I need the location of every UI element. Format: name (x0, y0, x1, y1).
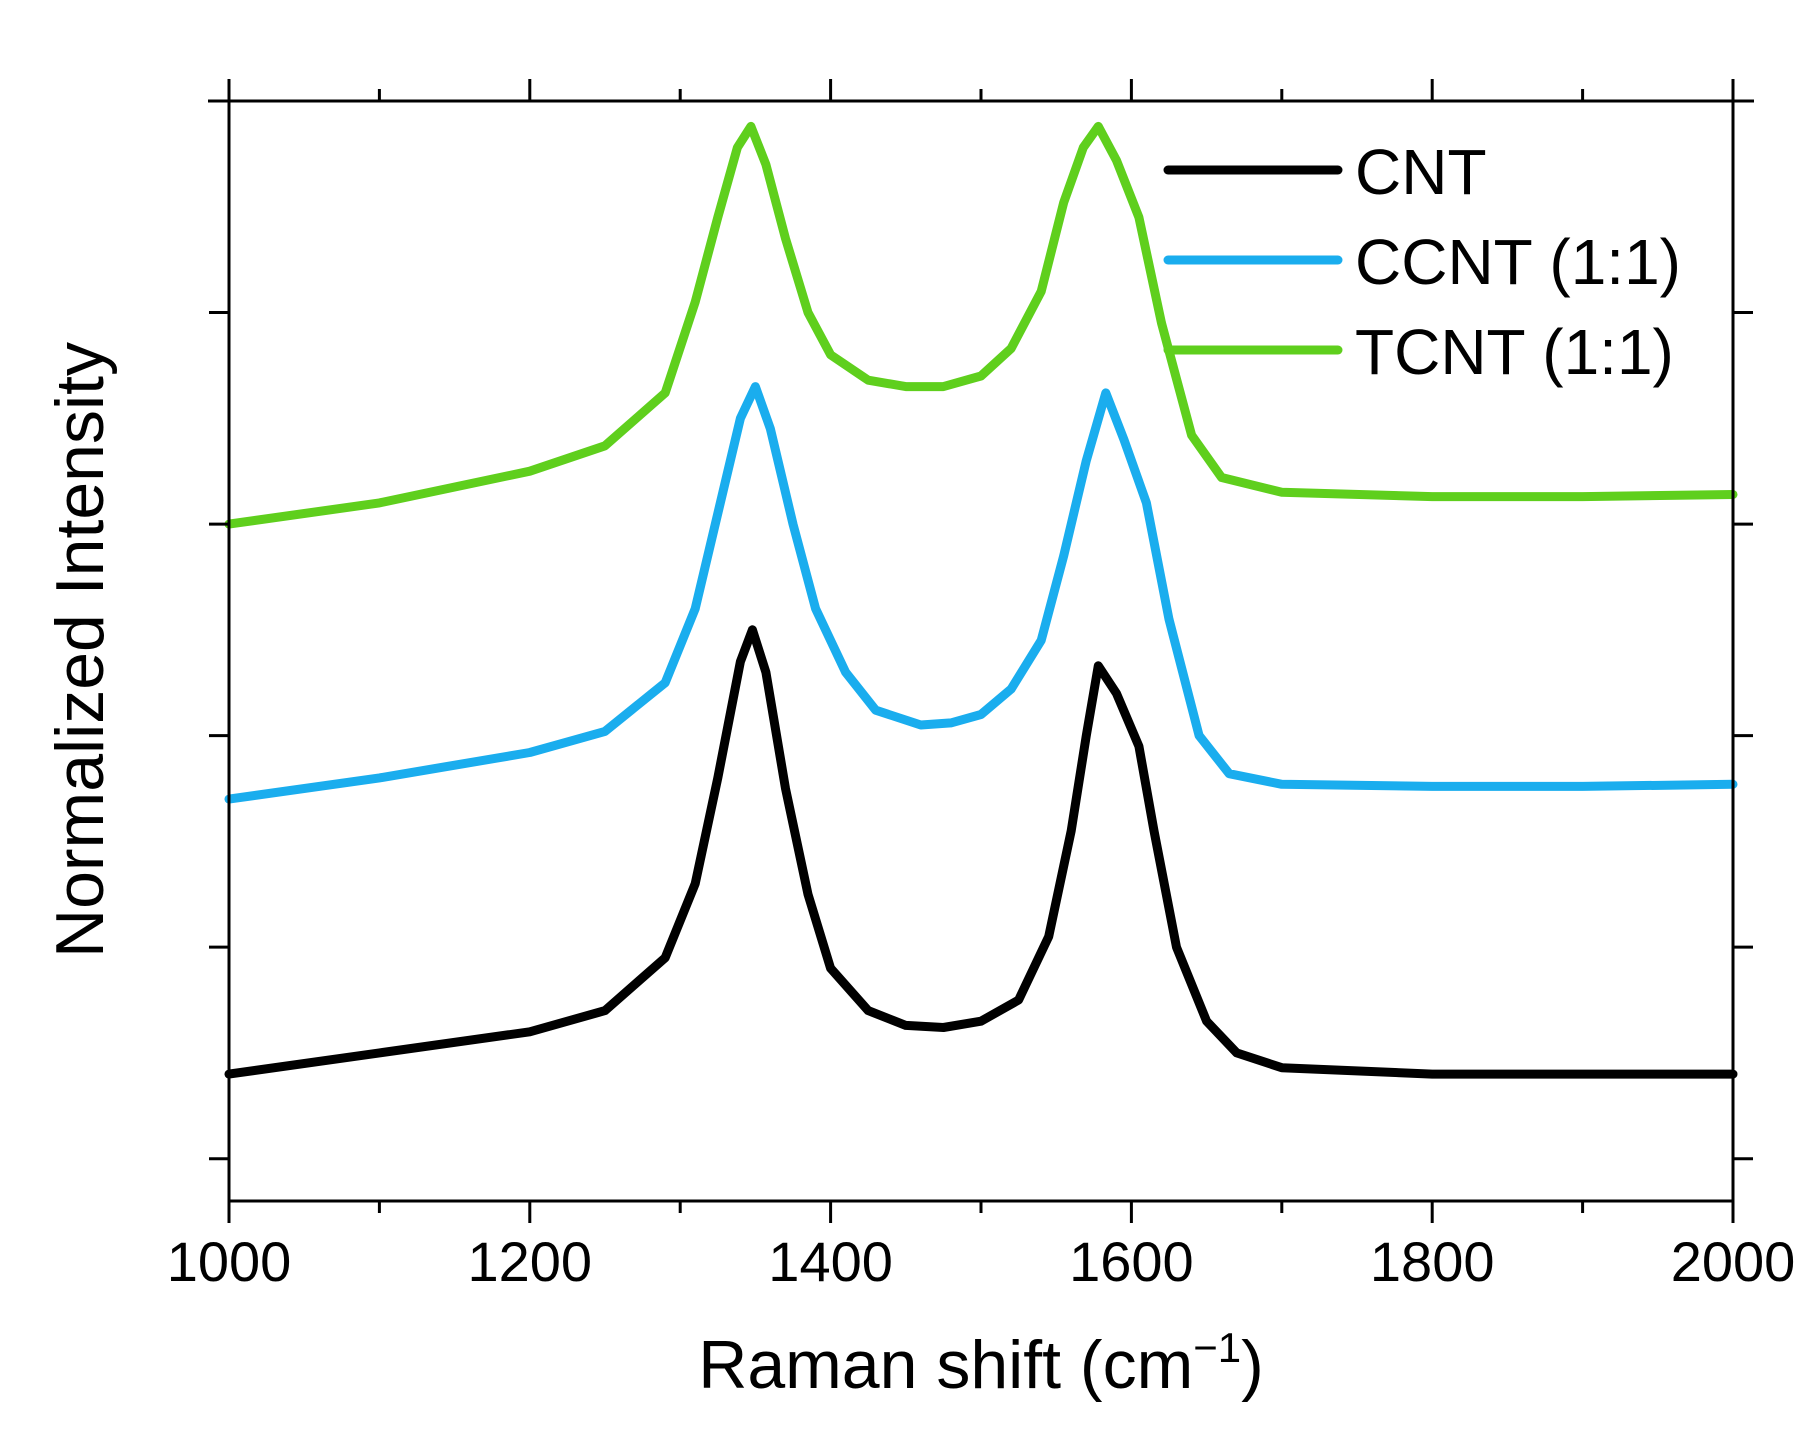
x-tick-label: 1200 (468, 1230, 593, 1293)
tick-layer (209, 79, 1753, 1223)
series-layer (224, 121, 1738, 1079)
x-tick-label: 1400 (768, 1230, 893, 1293)
x-axis-label-close: ) (1241, 1327, 1264, 1403)
x-axis-label-text: Raman shift (cm (698, 1327, 1193, 1403)
x-axis-label: Raman shift (cm−1) (698, 1324, 1264, 1403)
y-axis-label: Normalized Intensity (42, 342, 118, 958)
series-line-ccnt-1-1 (224, 382, 1738, 804)
legend-label-ccnt: CCNT (1:1) (1355, 226, 1681, 298)
legend-label-tcnt: TCNT (1:1) (1355, 316, 1674, 388)
tick-label-layer: 1000 1200 1400 1600 1800 2000 (167, 1230, 1796, 1293)
series-line-cnt (224, 625, 1738, 1079)
x-tick-label: 2000 (1671, 1230, 1796, 1293)
x-tick-label: 1600 (1069, 1230, 1194, 1293)
legend-label-cnt: CNT (1355, 136, 1487, 208)
x-tick-label: 1000 (167, 1230, 292, 1293)
x-tick-label: 1800 (1370, 1230, 1495, 1293)
x-axis-label-superscript: −1 (1193, 1324, 1241, 1371)
series-line-tcnt-1-1 (224, 121, 1738, 529)
legend: CNT CCNT (1:1) TCNT (1:1) (1163, 136, 1681, 388)
